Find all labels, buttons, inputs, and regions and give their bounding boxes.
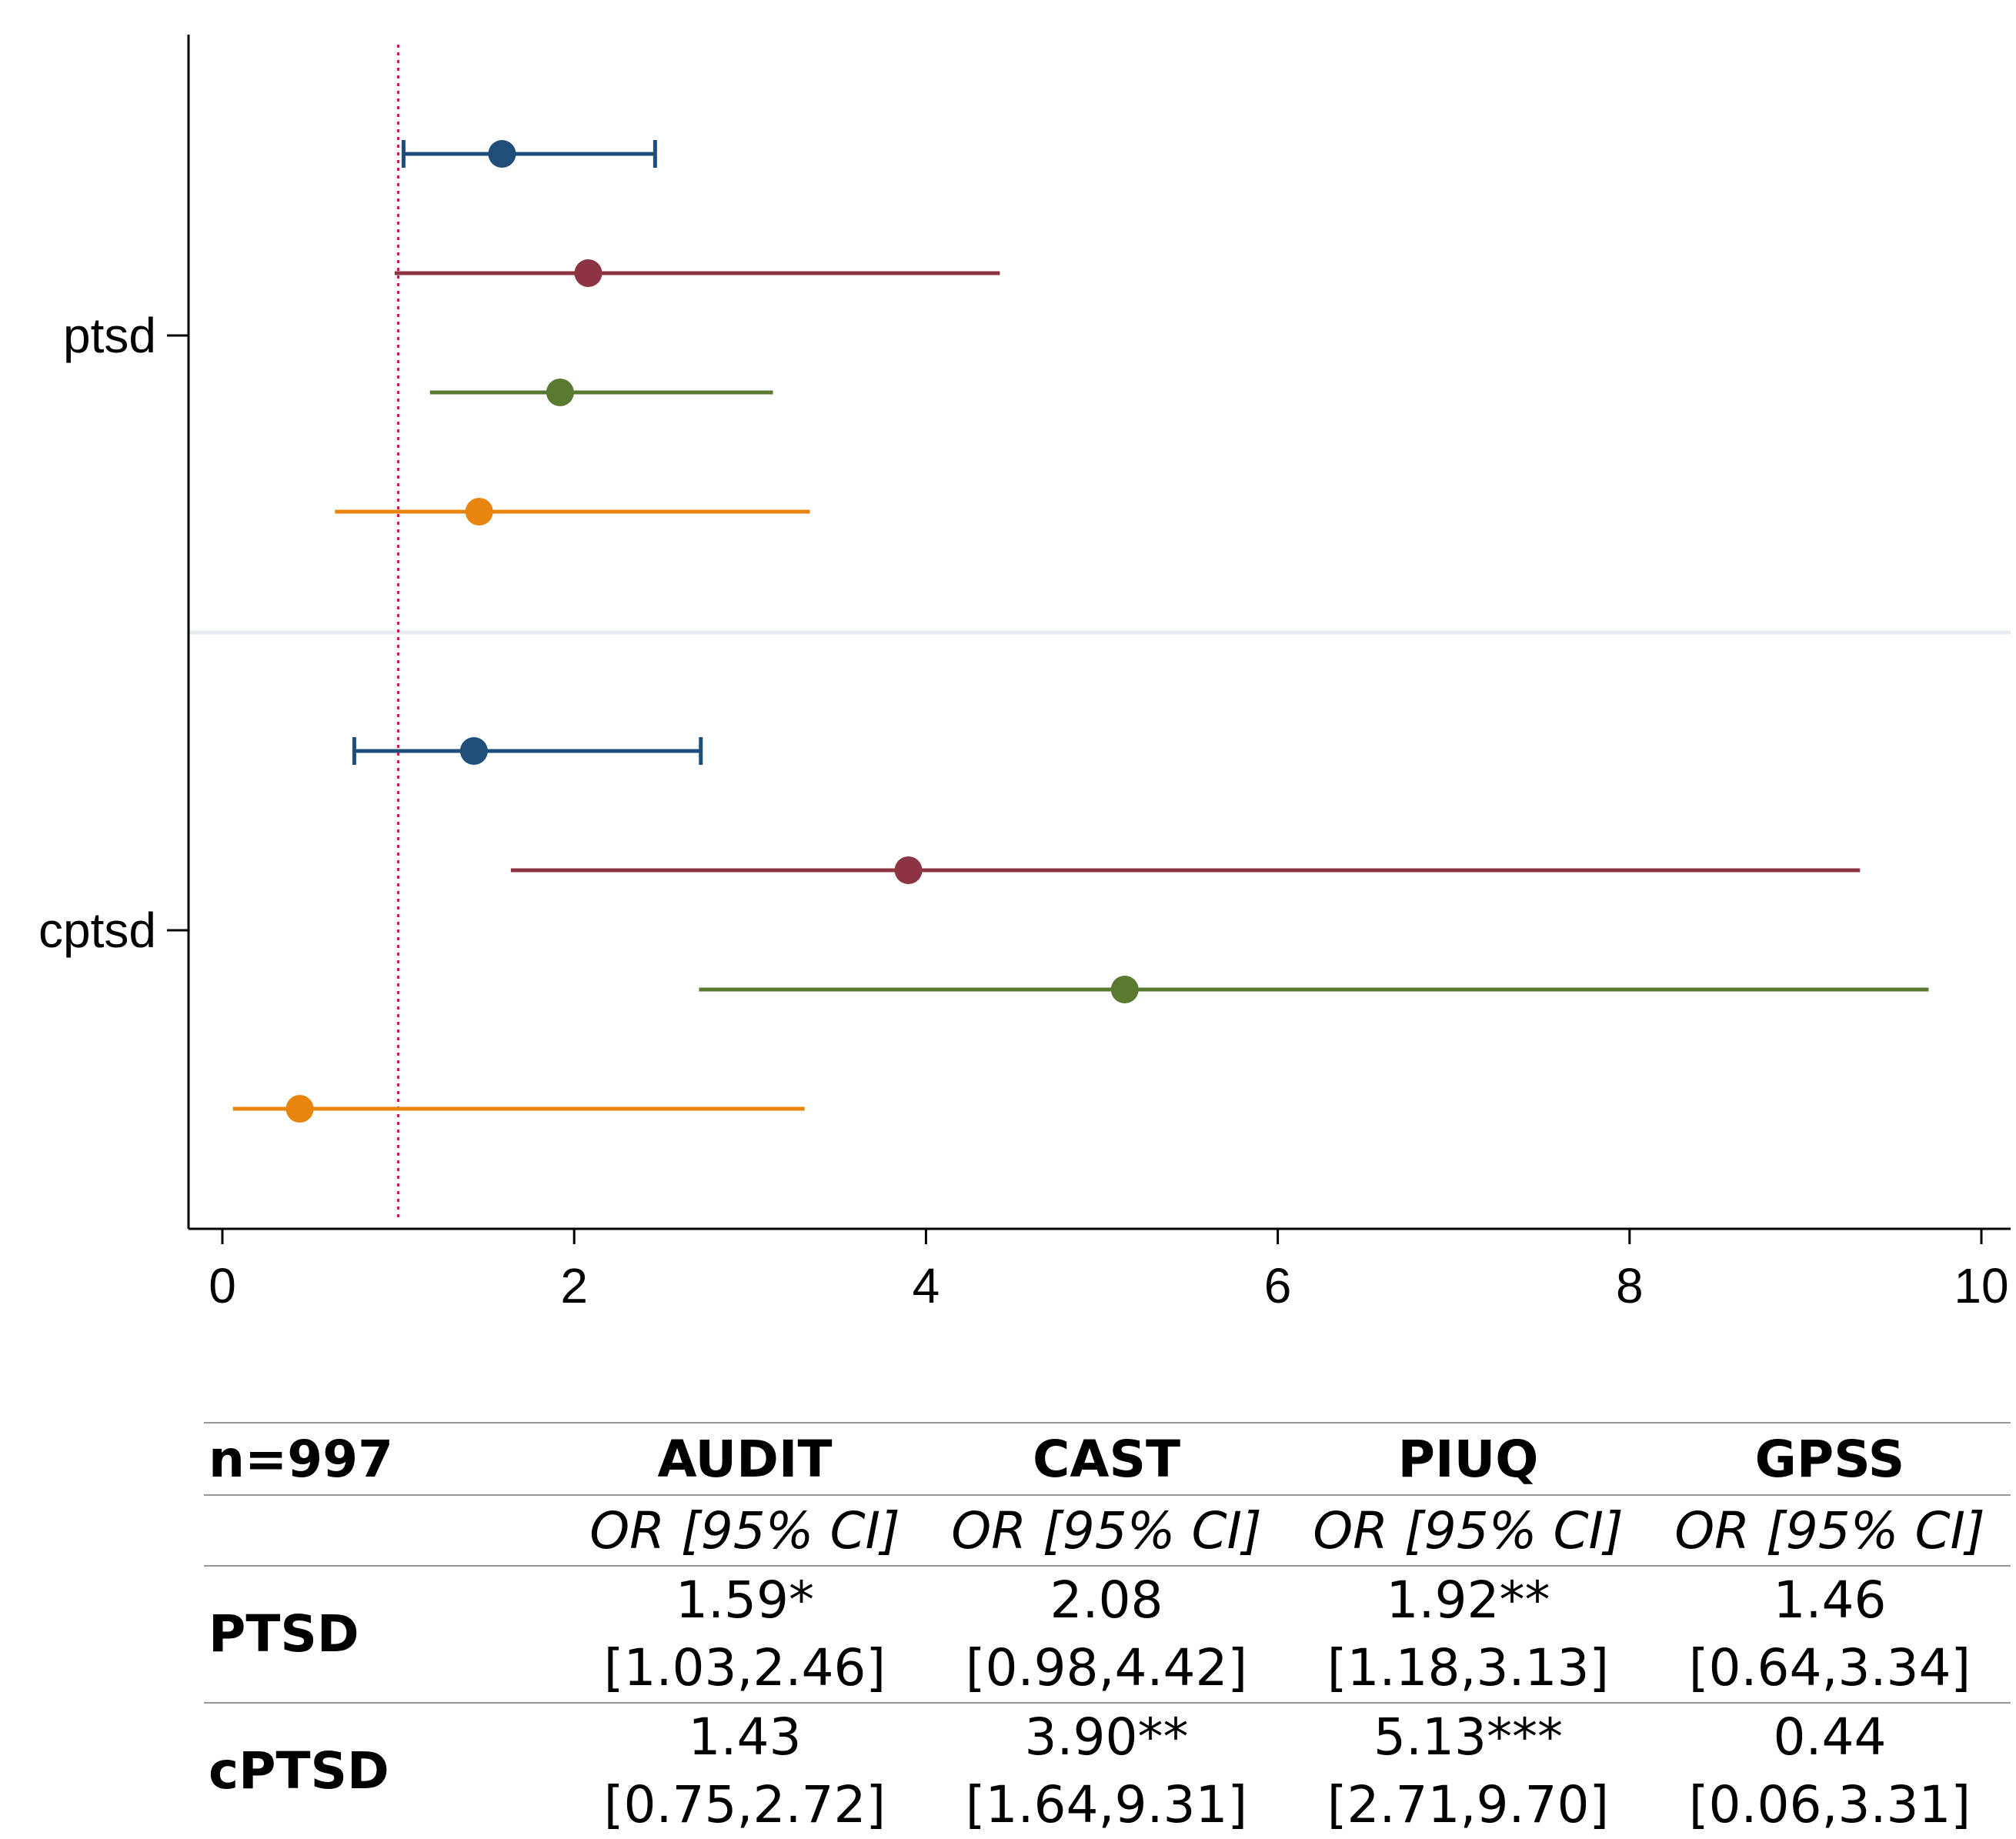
x-axis: 0 2 4 6 8 10 [189, 1227, 2011, 1313]
table-cell: 5.13*** [2.71,9.70] [1287, 1702, 1649, 1839]
odds-ratio-table: n=997 AUDIT CAST PIUQ GPSS OR [95% CI] O… [204, 1422, 2011, 1839]
table-cell: 1.59* [1.03,2.46] [564, 1565, 926, 1703]
table-cell: 1.46 [0.64,3.34] [1649, 1565, 2011, 1703]
or-point [1110, 976, 1139, 1003]
ci-value: [0.64,3.34] [1688, 1638, 1971, 1697]
subheader-cell: OR [95% CI] [1649, 1494, 2011, 1566]
ci-value: [1.18,3.13] [1327, 1638, 1610, 1697]
or-value: 1.59* [676, 1570, 814, 1630]
chart-marks [232, 45, 1929, 1220]
ci-value: [0.06,3.31] [1688, 1775, 1971, 1834]
subheader-cell: OR [95% CI] [564, 1494, 926, 1566]
table-cell: 2.08 [0.98,4.42] [926, 1565, 1287, 1703]
or-value: 2.08 [1050, 1570, 1163, 1630]
ci-value: [1.03,2.46] [603, 1638, 886, 1697]
ci-value: [0.98,4.42] [965, 1638, 1248, 1697]
table-row: cPTSD 1.43 [0.75,2.72] 3.90** [1.64,9.31] … [204, 1702, 2011, 1839]
or-point [459, 737, 488, 765]
table-cell: 1.92** [1.18,3.13] [1287, 1565, 1649, 1703]
or-point [546, 379, 574, 406]
or-point [488, 140, 516, 168]
or-point [894, 856, 923, 884]
row-label: PTSD [204, 1565, 564, 1703]
y-category-label: ptsd [63, 308, 156, 363]
x-tick-label: 6 [1264, 1258, 1292, 1313]
ci-value: [0.75,2.72] [603, 1775, 886, 1834]
ci-value: [2.71,9.70] [1327, 1775, 1610, 1834]
or-value: 1.46 [1773, 1570, 1887, 1630]
or-value: 1.92** [1386, 1570, 1550, 1630]
row-label: cPTSD [204, 1702, 564, 1839]
or-value: 1.43 [688, 1707, 802, 1767]
or-point [465, 498, 493, 526]
table-subheader-row: OR [95% CI] OR [95% CI] OR [95% CI] OR [… [204, 1494, 2011, 1566]
x-tick-label: 2 [560, 1258, 588, 1313]
x-tick-label: 8 [1616, 1258, 1644, 1313]
x-tick-label: 10 [1954, 1258, 2008, 1313]
y-category-label: cptsd [38, 903, 156, 958]
x-tick-label: 4 [913, 1258, 940, 1313]
or-value: 0.44 [1773, 1707, 1887, 1767]
or-value: 3.90** [1024, 1707, 1189, 1767]
table-cell: 3.90** [1.64,9.31] [926, 1702, 1287, 1839]
or-point [574, 259, 602, 287]
table-cell: 1.43 [0.75,2.72] [564, 1702, 926, 1839]
table-header-row: n=997 AUDIT CAST PIUQ GPSS [204, 1422, 2011, 1495]
column-header: PIUQ [1287, 1422, 1649, 1495]
ci-value: [1.64,9.31] [965, 1775, 1248, 1834]
or-point [285, 1095, 314, 1123]
y-axis: ptsd cptsd [38, 35, 190, 1229]
subheader-cell: OR [95% CI] [926, 1494, 1287, 1566]
sample-size-label: n=997 [204, 1422, 564, 1495]
column-header: GPSS [1649, 1422, 2011, 1495]
x-tick-label: 0 [209, 1258, 236, 1313]
or-value: 5.13*** [1373, 1707, 1563, 1767]
forest-plot: 0 2 4 6 8 10 ptsd cptsd [38, 35, 2011, 1313]
column-header: AUDIT [564, 1422, 926, 1495]
subheader-cell: OR [95% CI] [1287, 1494, 1649, 1566]
table-cell: 0.44 [0.06,3.31] [1649, 1702, 2011, 1839]
table-row: PTSD 1.59* [1.03,2.46] 2.08 [0.98,4.42] 1.… [204, 1565, 2011, 1703]
column-header: CAST [926, 1422, 1287, 1495]
empty-cell [204, 1494, 564, 1566]
